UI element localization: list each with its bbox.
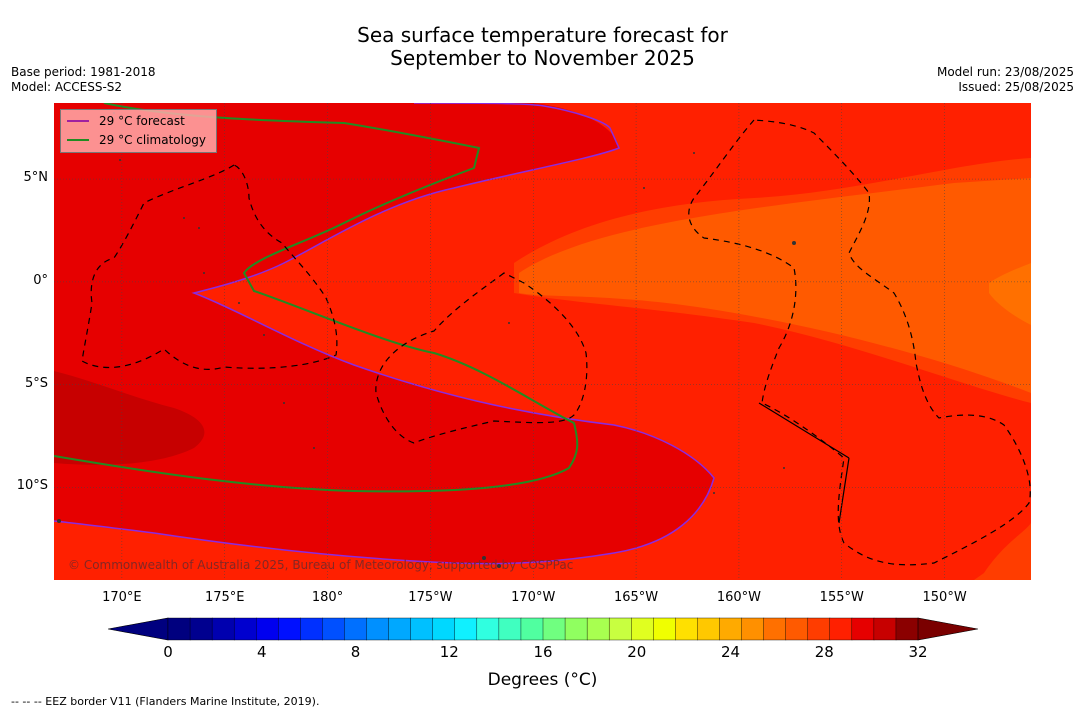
colorbar-tick-label: 12 [439, 643, 459, 661]
latitude-label: 10°S [16, 478, 48, 494]
map-title-line-1: Sea surface temperature forecast for [357, 23, 728, 47]
colorbar-label: Degrees (°C) [487, 670, 598, 690]
colorbar-segment [763, 617, 787, 641]
base-period: Base period: 1981-2018 [11, 65, 156, 79]
map-legend: 29 °C forecast 29 °C climatology [60, 109, 217, 153]
colorbar-tick-label: 8 [350, 643, 361, 661]
colorbar-segment [653, 617, 676, 641]
meta-left: Base period: 1981-2018 Model: ACCESS-S2 [11, 65, 156, 95]
meta-right: Model run: 23/08/2025 Issued: 25/08/2025 [937, 65, 1074, 95]
colorbar-segment [719, 617, 743, 641]
model-run: Model run: 23/08/2025 [936, 65, 1074, 79]
eez-borders [81, 119, 1031, 566]
legend-item-climatology: 29 °C climatology [61, 132, 206, 148]
colorbar-tick-label: 32 [908, 643, 928, 661]
colorbar-segment [211, 617, 235, 641]
colorbar-segment [189, 617, 213, 641]
colorbar-segment [851, 617, 875, 641]
colorbar-segment [476, 617, 500, 641]
colorbar-segment [564, 617, 588, 641]
colorbar-segment [785, 617, 809, 641]
colorbar-segment [829, 617, 853, 641]
colorbar-segment [631, 617, 654, 641]
colorbar-segment [454, 617, 478, 641]
colorbar-min-extension [108, 617, 169, 641]
colorbar-segment [300, 617, 323, 641]
longitude-label: 155°W [819, 590, 864, 605]
colorbar-segment [873, 617, 897, 641]
eez-border-solid-2 [838, 457, 850, 524]
longitude-label: 170°E [102, 590, 142, 605]
colorbar-tick-label: 28 [814, 643, 834, 661]
latitude-label: 5°N [23, 170, 49, 186]
band-26 [989, 263, 1031, 325]
colorbar-segment [586, 617, 610, 641]
colorbar-segment [807, 617, 831, 641]
legend-label-climatology: 29 °C climatology [99, 133, 207, 147]
eez-footnote: -- -- -- EEZ border V11 (Flanders Marine… [11, 695, 320, 708]
climatology-29c-contour [54, 103, 579, 493]
longitude-label: 165°W [613, 590, 659, 605]
colorbar-segment [432, 617, 456, 641]
colorbar-tick-label: 0 [163, 643, 173, 661]
colorbar-tick-label: 24 [720, 643, 741, 661]
colorbar-segment [388, 617, 412, 641]
map-gridlines [54, 103, 1031, 580]
forecast-line-swatch [67, 120, 89, 122]
colorbar-segment [498, 617, 522, 641]
colorbar-tick-label: 16 [533, 643, 553, 661]
colorbar-segment [675, 617, 698, 641]
colorbar-max-extension [917, 617, 978, 641]
legend-label-forecast: 29 °C forecast [99, 114, 185, 128]
band-30 [54, 103, 714, 564]
colorbar-segment [542, 617, 566, 641]
map-title-line-2: September to November 2025 [390, 46, 695, 70]
longitude-label: 150°W [922, 590, 967, 605]
colorbar-segment [167, 617, 191, 641]
colorbar-segment [256, 617, 279, 641]
longitude-label: 175°W [408, 590, 453, 605]
model-name: Model: ACCESS-S2 [11, 80, 123, 94]
colorbar-tick-label: 20 [627, 643, 647, 661]
colorbar-tick-label: 4 [256, 643, 267, 661]
colorbar-segment [895, 617, 919, 641]
latitude-label: 0° [33, 272, 48, 288]
issued-date: Issued: 25/08/2025 [958, 80, 1074, 94]
colorbar-segment [322, 617, 345, 641]
colorbar-segment [608, 617, 632, 641]
colorbar-segment [344, 617, 368, 641]
colorbar-segment [520, 617, 544, 641]
latitude-label: 5°S [24, 375, 48, 391]
band-32 [54, 371, 205, 465]
eez-border-solid [758, 402, 850, 459]
colorbar-segment [366, 617, 390, 641]
legend-item-forecast: 29 °C forecast [61, 113, 185, 129]
colorbar-segment [278, 617, 301, 641]
climatology-line-swatch [67, 139, 89, 141]
colorbar-segment [233, 617, 257, 641]
colorbar [108, 617, 978, 641]
band-28-south [974, 523, 1031, 580]
forecast-29c-contour [54, 103, 715, 565]
colorbar-segment [697, 617, 720, 641]
band-27 [519, 178, 1031, 393]
longitude-label: 180° [311, 590, 344, 605]
longitude-label: 175°E [204, 590, 245, 605]
colorbar-segment [741, 617, 765, 641]
copyright-notice: © Commonwealth of Australia 2025, Bureau… [68, 558, 574, 572]
longitude-label: 160°W [716, 590, 761, 605]
colorbar-segment [410, 617, 434, 641]
longitude-label: 170°W [511, 590, 556, 605]
sst-map [54, 103, 1031, 580]
